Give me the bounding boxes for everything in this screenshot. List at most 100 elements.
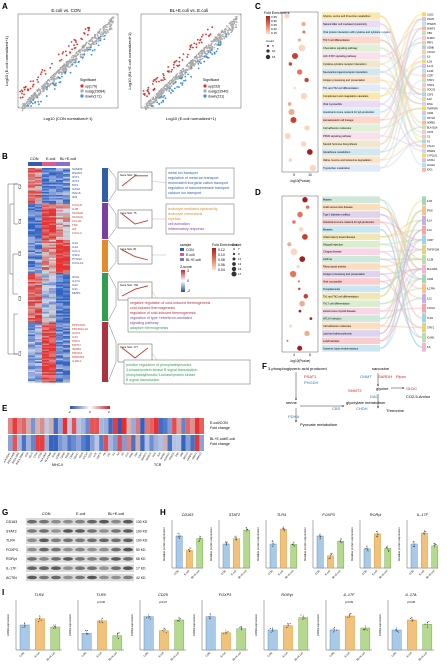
bar-chart-ylabel: mRNA expression [254, 613, 258, 636]
gene-label: IL6 [427, 346, 431, 349]
scatter-point [88, 43, 91, 46]
scatter-point [43, 87, 46, 90]
scatter-point-up [36, 78, 39, 81]
heatmap-cell [35, 190, 42, 193]
pathway-label: Viral myocarditis [323, 279, 343, 283]
heatmap-cell [63, 229, 70, 232]
heatmap-cell [49, 256, 56, 259]
heatmap-cell [42, 334, 49, 337]
heatmap-cell [63, 210, 70, 212]
heatmap-cell [42, 349, 49, 352]
bar-category-label: CON [266, 651, 273, 658]
fold-change-cell [62, 435, 68, 451]
gene-bar [422, 284, 426, 294]
data-point [40, 619, 42, 621]
blot-band [87, 519, 97, 524]
scatter-point [161, 89, 164, 91]
go-c2-1: regulation of metal ion transport [168, 176, 219, 180]
data-point [235, 538, 237, 540]
panel-label-f: F [262, 362, 267, 371]
heatmap-cell [42, 216, 49, 218]
heatmap-cell [49, 330, 56, 332]
heatmap-cell [56, 202, 63, 205]
scatter-point-up [73, 38, 76, 41]
count-legend-label: 13 [238, 262, 242, 266]
heatmap-cell [56, 184, 63, 187]
scatter-point [64, 69, 66, 71]
fold-change-cell [185, 435, 191, 451]
data-point [226, 544, 228, 546]
heatmap-cell [35, 337, 42, 340]
scatter-point-up [142, 90, 145, 92]
scatter-point [65, 61, 68, 64]
heatmap-cell [49, 349, 56, 352]
pathway-label: Leishmaniasis [323, 339, 340, 343]
blot-band [27, 529, 37, 533]
heatmap-cell [35, 238, 42, 241]
data-point [199, 538, 201, 540]
scatter-point [191, 59, 194, 61]
b-legend-zscore: Z-score [180, 265, 192, 269]
scatter-point-down [198, 61, 201, 63]
sankey-flow [379, 200, 423, 297]
column-gene-label: CD3D [60, 452, 66, 459]
scatter-point [34, 96, 36, 99]
heatmap-cell [42, 333, 49, 335]
heatmap-cell [35, 174, 42, 176]
heatmap-cell [35, 315, 42, 317]
heatmap-cell [35, 195, 42, 197]
gene-bar [422, 49, 426, 55]
gene-label: OAS2 [72, 187, 80, 191]
gene-label: F3 [427, 140, 430, 143]
sankey-flow [379, 248, 423, 253]
heatmap-cell [28, 243, 35, 245]
blot-band [87, 575, 97, 580]
scatter-right-xlabel: Log10 (E.coli normalized+1) [166, 116, 217, 121]
count-legend-label: 7 [238, 247, 240, 251]
count-legend-dot [231, 266, 237, 272]
heatmap-cell [63, 190, 70, 193]
heatmap-cell [42, 210, 49, 212]
heatmap-cell [35, 280, 42, 283]
pathway-label: Cytokine-cytokine receptor interaction [323, 62, 367, 66]
heatmap-cell [28, 208, 35, 211]
scatter-point [57, 70, 60, 73]
heatmap-cell [63, 306, 70, 308]
scatter-point [174, 75, 177, 78]
gene-label: RSAD2 [72, 171, 82, 175]
scatter-point-up [73, 47, 76, 50]
heatmap-cell [63, 184, 70, 187]
pathway-label: Th1 and Th2 cell differentiation [323, 86, 359, 90]
heatmap-cell [56, 169, 63, 172]
scatter-point-down [150, 105, 153, 107]
heatmap-cell [35, 259, 42, 262]
scatter-point-up [190, 44, 193, 46]
heatmap-cell [56, 241, 63, 244]
pathway-label: Chemokine signaling pathway [323, 46, 358, 50]
sankey-flow [379, 251, 423, 290]
heatmap-cell [42, 256, 49, 259]
enrichment-dot [301, 21, 306, 27]
heatmap-cell [28, 378, 35, 380]
scatter-point [151, 98, 154, 101]
heatmap-cell [56, 327, 63, 329]
heatmap-cell [28, 237, 35, 239]
enrichment-dot [297, 345, 303, 351]
sankey-flow [379, 47, 423, 138]
heatmap-cell [35, 334, 42, 337]
heatmap-cell [42, 190, 49, 193]
c-leg-tick-0: 0.35 [271, 15, 277, 19]
bar [269, 543, 277, 569]
heatmap-cell [35, 292, 42, 295]
fold-change-cell [80, 418, 86, 434]
fold-change-cell [62, 418, 68, 434]
heatmap-cell [56, 288, 63, 290]
scatter-point [53, 79, 56, 82]
data-point [178, 617, 180, 619]
gene-bar [422, 167, 426, 172]
heatmap-cell [35, 198, 42, 200]
heatmap-cell [28, 313, 35, 316]
heatmap-cell [42, 214, 49, 217]
heatmap-cell [49, 378, 56, 380]
gene-label: IL1A [427, 219, 432, 222]
